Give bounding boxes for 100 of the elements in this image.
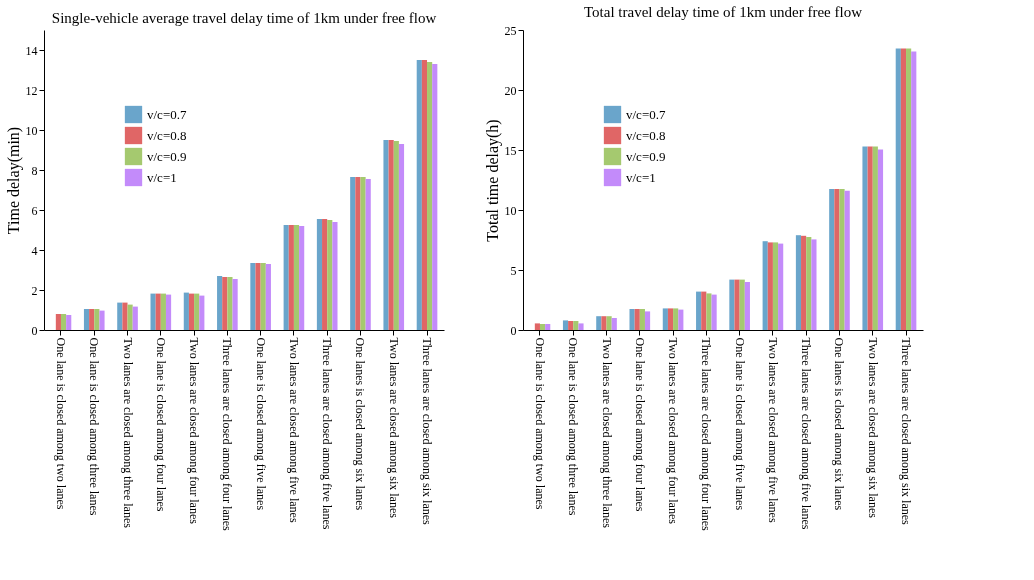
y-tick-label: 10	[504, 203, 517, 218]
bar	[60, 314, 67, 330]
bar	[299, 226, 305, 330]
bar	[127, 304, 133, 330]
y-tick-label: 2	[31, 283, 38, 298]
x-tick-label: Three lanes are closed among five lanes	[799, 337, 814, 530]
bar	[706, 293, 712, 330]
bar	[360, 177, 366, 330]
x-tick-label: Two lanes are closed among six lanes	[865, 337, 880, 519]
x-tick-label: One lane is closed among four lanes	[153, 337, 168, 512]
bar	[155, 293, 161, 330]
bar	[701, 291, 707, 330]
x-tick-label: Three lanes are closed among six lanes	[420, 337, 435, 526]
x-tick-label: Two lanes are closed among three lanes	[599, 337, 614, 529]
x-tick-label: Two lanes are closed among three lanes	[120, 337, 135, 529]
bar	[250, 263, 256, 330]
y-tick-label: 5	[510, 263, 517, 278]
bar	[227, 277, 233, 330]
bar	[288, 225, 294, 330]
bar	[867, 146, 873, 330]
bar	[806, 237, 812, 330]
bar	[662, 308, 668, 330]
bar	[393, 141, 399, 330]
bar	[217, 276, 223, 330]
bar	[199, 295, 205, 330]
y-axis-title: Total time delay(h)	[483, 119, 502, 242]
bar	[562, 320, 569, 330]
x-tick-label: One lane is closed among five lanes	[253, 337, 268, 511]
bar	[383, 140, 389, 330]
bar	[539, 324, 546, 330]
bar	[729, 279, 735, 330]
y-tick-label: 6	[31, 203, 38, 218]
y-tick-label: 14	[25, 43, 38, 58]
bar	[222, 277, 228, 330]
bar	[350, 177, 356, 330]
bar	[895, 48, 901, 330]
bar	[611, 318, 617, 330]
bar	[578, 323, 584, 330]
x-tick-label: One lane is closed among two lanes	[532, 337, 547, 510]
x-tick-label: Two lanes are closed among four lanes	[187, 337, 202, 525]
x-tick-label: Two lanes are closed among six lanes	[386, 337, 401, 519]
y-tick-label: 8	[31, 163, 38, 178]
bar	[355, 177, 361, 330]
x-tick-label: One lane is closed among two lanes	[53, 337, 68, 510]
legend-label: v/c=1	[626, 169, 656, 185]
x-tick-label: Three lanes are closed among six lanes	[899, 337, 914, 526]
x-tick-label: Two lanes are closed among four lanes	[666, 337, 681, 525]
x-tick-label: Three lanes are closed among four lanes	[699, 337, 714, 532]
bar	[762, 241, 768, 330]
x-tick-label: Two lanes are closed among five lanes	[286, 337, 301, 523]
bar	[834, 189, 840, 330]
x-tick-label: One lanes is closed among six lanes	[832, 337, 847, 511]
bar	[322, 219, 328, 330]
chart-title: Single-vehicle average travel delay time of 1km under free flow	[51, 10, 437, 26]
y-tick-label: 4	[31, 243, 38, 258]
bar	[844, 190, 850, 330]
bar	[795, 235, 802, 330]
bar	[194, 293, 200, 330]
x-tick-label: One lanes is closed among six lanes	[353, 337, 368, 511]
bar	[534, 323, 540, 330]
bar	[778, 243, 784, 330]
y-axis-title: Time delay(min)	[4, 126, 23, 235]
bar	[911, 51, 917, 330]
bar	[872, 146, 878, 330]
bar	[839, 189, 845, 330]
bar	[678, 309, 684, 330]
bar	[696, 291, 702, 330]
bar	[265, 264, 271, 330]
bar	[900, 48, 907, 330]
bar	[601, 316, 607, 330]
bar	[829, 189, 835, 330]
x-tick-label: Three lanes are closed among five lanes	[320, 337, 335, 530]
bar	[316, 219, 323, 330]
bar	[388, 140, 394, 330]
bar	[427, 62, 433, 330]
bar	[644, 311, 651, 330]
bar	[94, 309, 100, 330]
bar	[260, 263, 266, 330]
bar	[327, 220, 333, 330]
bar	[66, 315, 72, 330]
legend-label: v/c=1	[147, 169, 177, 185]
bar	[877, 149, 884, 330]
x-tick-label: Two lanes are closed among five lanes	[765, 337, 780, 523]
bar	[545, 324, 551, 330]
bar	[160, 293, 166, 330]
bar	[573, 321, 579, 330]
bar	[165, 294, 172, 330]
y-tick-label: 25	[504, 23, 517, 38]
bar	[744, 282, 750, 330]
bar	[811, 239, 817, 330]
legend-label: v/c=0.9	[626, 148, 666, 164]
y-tick-label: 20	[504, 83, 517, 98]
x-tick-label: Three lanes are closed among four lanes	[220, 337, 235, 532]
x-tick-label: One lane is closed among five lanes	[732, 337, 747, 511]
bar	[365, 179, 371, 330]
bar	[150, 293, 156, 330]
bar	[132, 306, 138, 330]
bar	[432, 64, 438, 330]
bar	[188, 293, 195, 330]
bar	[906, 48, 912, 330]
